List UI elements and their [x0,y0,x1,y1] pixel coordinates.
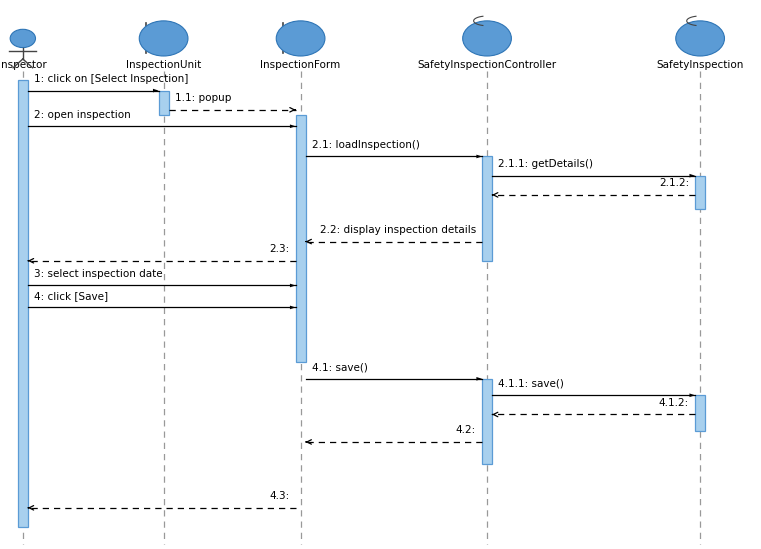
Circle shape [463,21,511,56]
Bar [482,379,492,464]
FancyArrow shape [476,155,482,158]
Text: 1.1: popup: 1.1: popup [175,93,231,103]
Text: InspectionForm: InspectionForm [260,59,341,70]
Circle shape [276,21,325,56]
Text: SafetyInspectionController: SafetyInspectionController [418,59,556,70]
Text: InspectionUnit: InspectionUnit [126,59,201,70]
Text: 4.1.2:: 4.1.2: [659,398,689,408]
Text: 2: open inspection: 2: open inspection [33,110,131,120]
Circle shape [676,21,724,56]
Text: 4: click [Save]: 4: click [Save] [33,291,108,301]
FancyArrow shape [476,377,482,380]
Bar [482,156,492,261]
Text: 4.1.1: save(): 4.1.1: save() [498,379,564,389]
Circle shape [10,29,36,48]
Text: 2.1.2:: 2.1.2: [659,178,689,188]
Text: 4.1: save(): 4.1: save() [312,362,368,372]
FancyArrow shape [689,394,696,397]
Bar [696,395,705,431]
FancyArrow shape [290,284,295,287]
Text: 1: click on [Select Inspection]: 1: click on [Select Inspection] [33,74,188,84]
Text: SafetyInspection: SafetyInspection [657,59,743,70]
Circle shape [139,21,188,56]
Text: 2.3:: 2.3: [269,244,289,254]
Bar [696,176,705,209]
FancyArrow shape [290,306,295,309]
Bar [295,115,306,362]
Text: 2.2: display inspection details: 2.2: display inspection details [320,225,476,235]
Bar [18,80,27,527]
Text: 3: select inspection date: 3: select inspection date [33,269,163,279]
Text: 2.1: loadInspection(): 2.1: loadInspection() [312,140,419,150]
Text: 4.2:: 4.2: [456,425,476,435]
FancyArrow shape [290,125,295,128]
Text: 2.1.1: getDetails(): 2.1.1: getDetails() [498,159,593,169]
FancyArrow shape [689,174,696,177]
Text: Inspector: Inspector [0,60,47,70]
FancyArrow shape [153,89,158,92]
Text: 4.3:: 4.3: [269,491,289,501]
Bar [158,91,169,115]
